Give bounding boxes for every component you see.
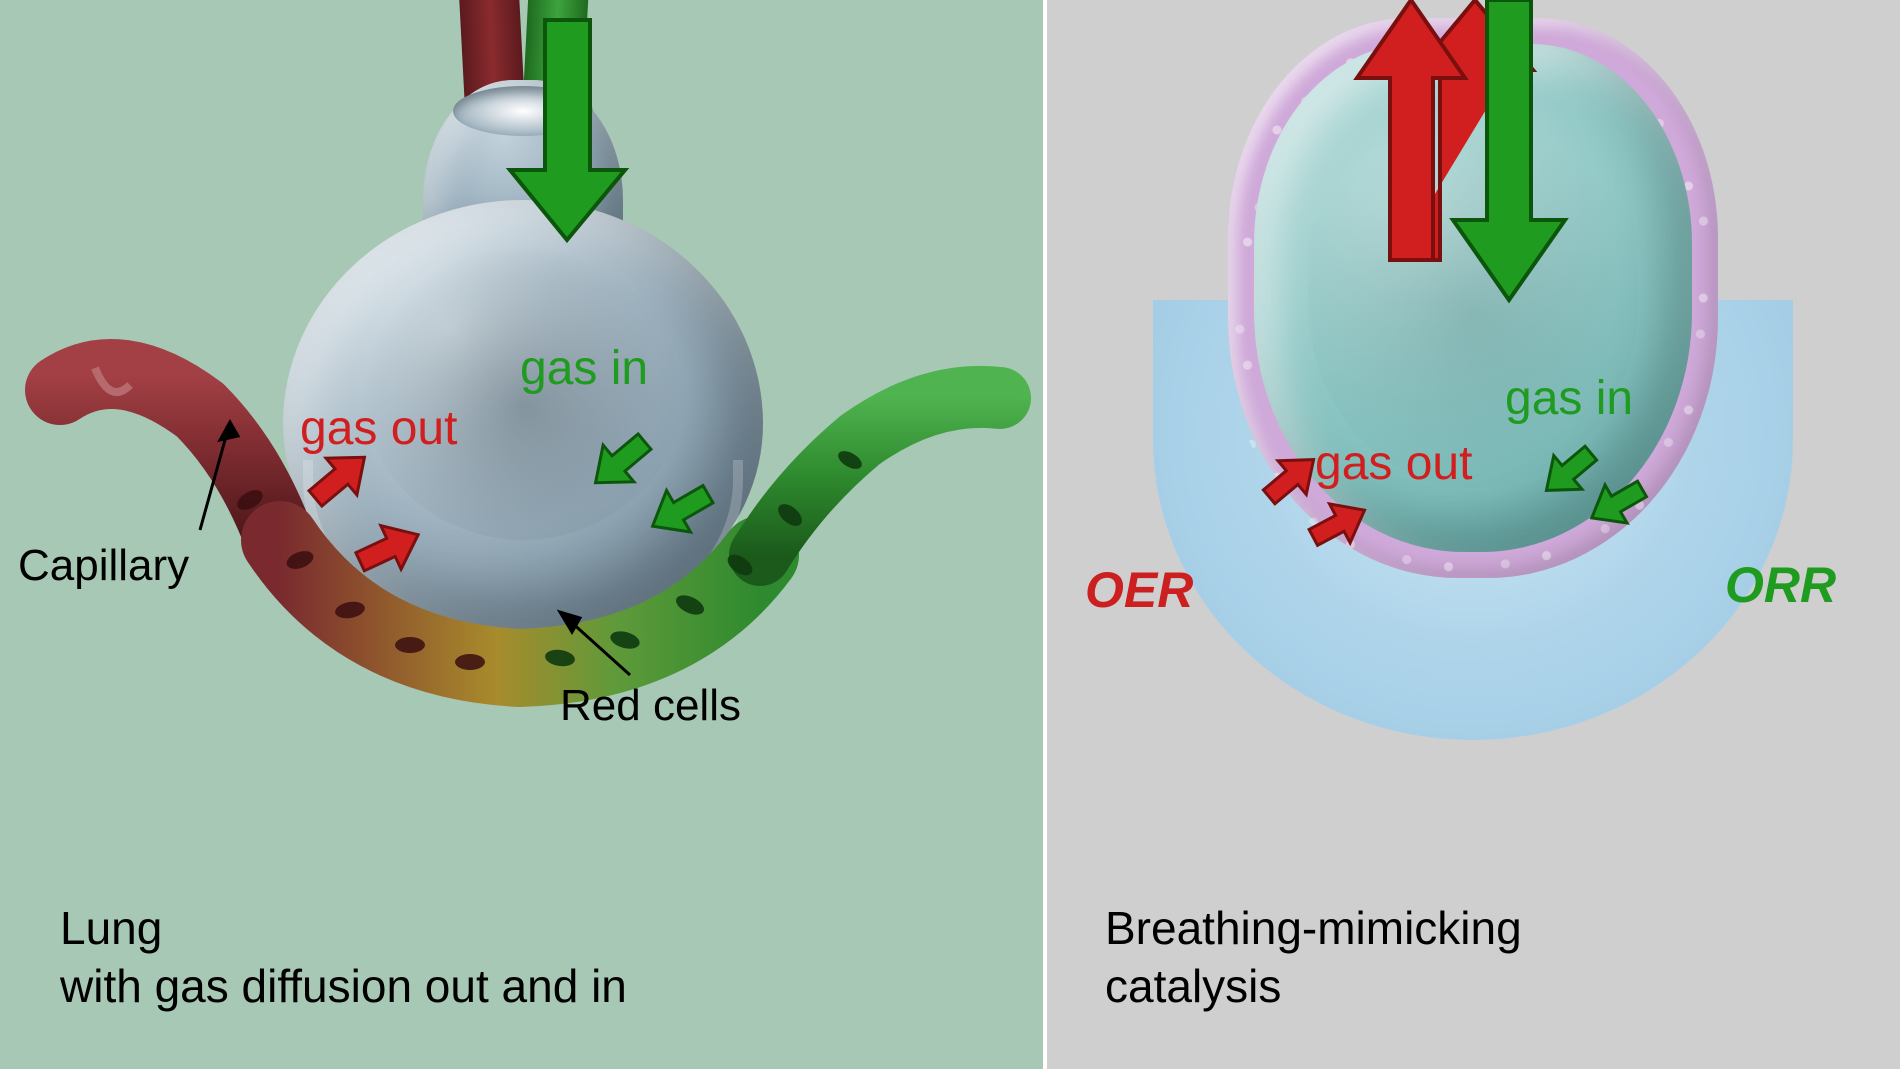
caption-left-line1: Lung: [60, 902, 162, 954]
label-oer: OER: [1085, 560, 1193, 620]
label-gas-in-right: gas in: [1505, 370, 1633, 428]
label-gas-out-right: gas out: [1315, 435, 1472, 493]
caption-right-line2: catalysis: [1105, 960, 1281, 1012]
caption-left: Lung with gas diffusion out and in: [60, 900, 627, 1015]
label-capillary: Capillary: [18, 540, 189, 593]
caption-right: Breathing-mimicking catalysis: [1105, 900, 1522, 1015]
diagram-canvas: gas in gas out Capillary Red cells Lung …: [0, 0, 1900, 1069]
label-orr: ORR: [1725, 555, 1836, 615]
label-gas-out-left: gas out: [300, 400, 457, 458]
panel-catalysis: gas in gas out OER ORR Breathing-mimicki…: [1045, 0, 1900, 1069]
catalyst-pouch-icon: [1228, 18, 1718, 578]
caption-right-line1: Breathing-mimicking: [1105, 902, 1522, 954]
caption-left-line2: with gas diffusion out and in: [60, 960, 627, 1012]
panel-divider: [1043, 0, 1047, 1069]
label-gas-in-left: gas in: [520, 340, 648, 398]
panel-lung: gas in gas out Capillary Red cells Lung …: [0, 0, 1045, 1069]
label-red-cells: Red cells: [560, 680, 741, 733]
